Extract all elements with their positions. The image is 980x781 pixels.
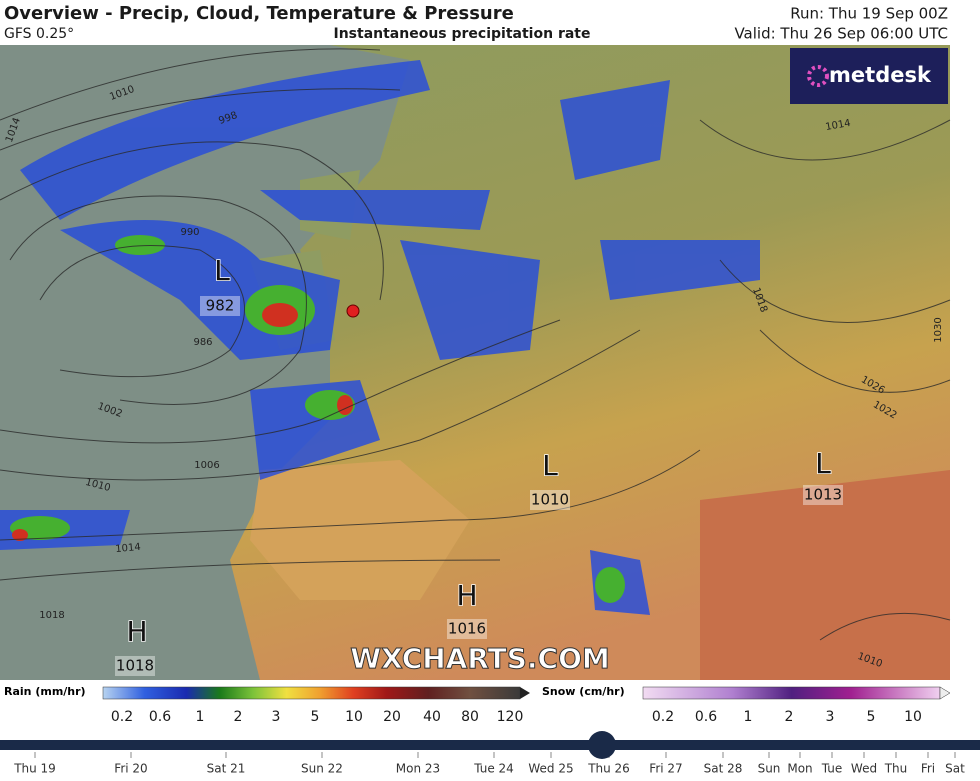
centre-type: L bbox=[214, 254, 230, 287]
timeline-label[interactable]: Thu bbox=[884, 762, 908, 776]
logo-icon bbox=[807, 65, 829, 87]
legends: Rain (mm/hr) Snow (cm/hr) 0.2 0.6 1 2 3 5 10 20… bbox=[4, 685, 951, 725]
centre-value: 1016 bbox=[448, 620, 486, 638]
centre-type: L bbox=[815, 447, 831, 480]
hot-region bbox=[700, 470, 950, 680]
watermark: WXCHARTS.COM bbox=[350, 642, 610, 675]
centre-value: 982 bbox=[206, 297, 235, 315]
snow-colorbar bbox=[642, 686, 941, 700]
run: Run: Thu 19 Sep 00Z bbox=[790, 5, 948, 23]
timeline-label[interactable]: Fri bbox=[921, 762, 935, 776]
rain-tick-label: 0.2 bbox=[111, 709, 133, 725]
location-marker bbox=[346, 304, 360, 318]
isobars bbox=[0, 48, 951, 641]
snow-tick-label: 0.2 bbox=[652, 709, 674, 725]
rain-tick-label: 10 bbox=[345, 709, 363, 725]
centre-value-box bbox=[115, 656, 155, 676]
timeline-label[interactable]: Sat 21 bbox=[207, 762, 246, 776]
timeline-label[interactable]: Thu 26 bbox=[587, 762, 630, 776]
snow-tick-label: 5 bbox=[867, 709, 876, 725]
isobar-label: 990 bbox=[180, 227, 199, 238]
timeline-label[interactable]: Sat 28 bbox=[704, 762, 743, 776]
rain-tick-label: 120 bbox=[497, 709, 524, 725]
snow-arrow bbox=[939, 686, 951, 700]
rain-tick-label: 80 bbox=[461, 709, 479, 725]
isobar-label: 1018 bbox=[39, 610, 64, 621]
centre-type: H bbox=[456, 579, 477, 612]
centre-value-box bbox=[447, 619, 487, 639]
timeline-track[interactable] bbox=[0, 740, 980, 750]
centre-value-box bbox=[803, 485, 843, 505]
timeline-label[interactable]: Fri 27 bbox=[649, 762, 682, 776]
centre-type: L bbox=[542, 449, 558, 482]
isobar-label: 1006 bbox=[194, 460, 219, 471]
timeline-label[interactable]: Tue bbox=[821, 762, 843, 776]
rain-tick-label: 2 bbox=[234, 709, 243, 725]
header: Overview - Precip, Cloud, Temperature & … bbox=[4, 3, 948, 43]
valid: Valid: Thu 26 Sep 06:00 UTC bbox=[734, 25, 948, 43]
snow-tick-label: 2 bbox=[785, 709, 794, 725]
iberia bbox=[250, 460, 470, 600]
rain-tick-label: 5 bbox=[311, 709, 320, 725]
centre-value: 1010 bbox=[531, 491, 569, 509]
rain-tick-label: 0.6 bbox=[149, 709, 171, 725]
timeline-label[interactable]: Sun bbox=[758, 762, 781, 776]
timeline-knob[interactable] bbox=[588, 731, 616, 759]
centre-value: 1018 bbox=[116, 657, 154, 675]
timeline-label[interactable]: Sun 22 bbox=[301, 762, 343, 776]
rain-tick-label: 3 bbox=[272, 709, 281, 725]
centre-type: H bbox=[126, 615, 147, 648]
timeline-label[interactable]: Wed bbox=[851, 762, 877, 776]
isobar-label: 986 bbox=[193, 337, 212, 348]
centre-value-box bbox=[200, 296, 240, 316]
timeline: Thu 19 Fri 20 Sat 21 Sun 22 Mon 23 Tue 24 Wed … bbox=[0, 731, 980, 776]
model: GFS 0.25° bbox=[4, 26, 74, 42]
timeline-label[interactable]: Fri 20 bbox=[114, 762, 147, 776]
logo-box bbox=[790, 48, 948, 104]
snow-tick-label: 0.6 bbox=[695, 709, 717, 725]
title: Overview - Precip, Cloud, Temperature & … bbox=[4, 3, 514, 24]
rain-colorbar bbox=[102, 686, 521, 700]
rain-tick-label: 20 bbox=[383, 709, 401, 725]
rain-arrow bbox=[520, 687, 530, 699]
rain-tick-label: 1 bbox=[196, 709, 205, 725]
timeline-label[interactable]: Tue 24 bbox=[473, 762, 514, 776]
snow-tick-label: 10 bbox=[904, 709, 922, 725]
snow-tick-label: 3 bbox=[826, 709, 835, 725]
centre-value: 1013 bbox=[804, 486, 842, 504]
isobar-label: 1014 bbox=[115, 542, 141, 555]
timeline-label[interactable]: Sat bbox=[945, 762, 965, 776]
timeline-label[interactable]: Thu 19 bbox=[13, 762, 56, 776]
timeline-label[interactable]: Mon bbox=[787, 762, 812, 776]
product: Instantaneous precipitation rate bbox=[334, 26, 591, 42]
pressure-centres: L 982 L 1010 L 1013 H 1016 H 1018 bbox=[115, 253, 843, 676]
isobar-label: 1030 bbox=[933, 317, 944, 342]
snow-tick-label: 1 bbox=[744, 709, 753, 725]
rain-legend-title: Rain (mm/hr) bbox=[4, 685, 86, 698]
logo: metdesk bbox=[829, 63, 932, 87]
isobar-label: 1014 bbox=[825, 118, 852, 133]
rain-tick-label: 40 bbox=[423, 709, 441, 725]
centre-value-box bbox=[530, 490, 570, 510]
timeline-label[interactable]: Wed 25 bbox=[528, 762, 573, 776]
timeline-label[interactable]: Mon 23 bbox=[396, 762, 440, 776]
snow-legend-title: Snow (cm/hr) bbox=[542, 685, 625, 698]
